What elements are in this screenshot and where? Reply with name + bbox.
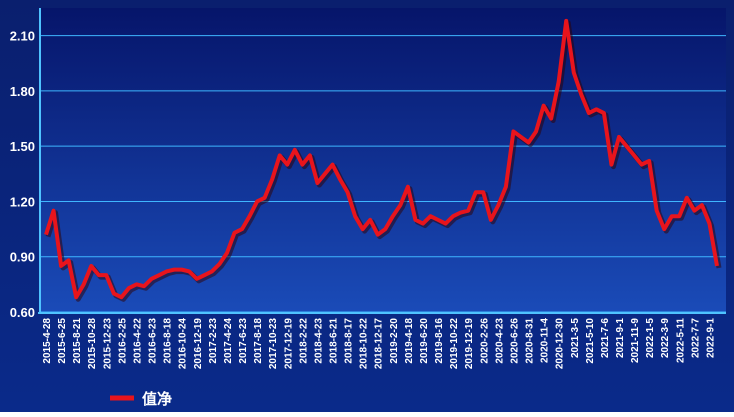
x-tick-label: 2020-4-23 <box>494 318 505 364</box>
x-tick-label: 2022-3-9 <box>660 318 671 358</box>
x-tick-label: 2017-6-23 <box>238 318 249 364</box>
x-tick-label: 2015-6-25 <box>57 318 68 364</box>
x-tick-label: 2015-8-21 <box>72 318 83 364</box>
y-tick-label: 0.60 <box>10 305 35 320</box>
x-tick-label: 2017-8-18 <box>253 318 264 364</box>
x-tick-label: 2016-6-23 <box>148 318 159 364</box>
x-tick-label: 2019-10-22 <box>449 318 460 370</box>
x-tick-label: 2018-4-23 <box>313 318 324 364</box>
x-tick-label: 2021-9-1 <box>615 318 626 358</box>
x-tick-label: 2020-11-4 <box>540 318 551 363</box>
plot-area <box>40 8 726 312</box>
x-tick-label: 2018-12-17 <box>374 318 385 370</box>
x-tick-label: 2018-8-17 <box>344 318 355 364</box>
x-tick-label: 2019-2-20 <box>389 318 400 364</box>
x-tick-label: 2021-3-5 <box>570 318 581 358</box>
x-tick-label: 2017-4-24 <box>223 318 234 364</box>
y-tick-label: 0.90 <box>10 250 35 265</box>
x-tick-label: 2015-4-28 <box>42 318 53 364</box>
x-tick-label: 2018-2-22 <box>298 318 309 364</box>
x-tick-label: 2018-10-22 <box>359 318 370 370</box>
x-tick-label: 2018-6-21 <box>328 318 339 364</box>
x-tick-label: 2015-12-23 <box>102 318 113 370</box>
y-tick-label: 2.10 <box>10 29 35 44</box>
y-tick-label: 1.20 <box>10 194 35 209</box>
x-tick-label: 2016-12-19 <box>193 318 204 370</box>
y-tick-label: 1.50 <box>10 139 35 154</box>
x-tick-label: 2016-10-24 <box>178 318 189 370</box>
x-tick-label: 2021-7-6 <box>600 318 611 358</box>
x-tick-label: 2022-5-11 <box>675 318 686 363</box>
y-tick-label: 1.80 <box>10 84 35 99</box>
line <box>44 18 719 300</box>
x-tick-label: 2019-12-19 <box>464 318 475 370</box>
x-tick-label: 2020-6-26 <box>509 318 520 364</box>
x-tick-label: 2019-8-16 <box>434 318 445 364</box>
x-tick-label: 2020-8-31 <box>525 318 536 364</box>
x-tick-label: 2016-8-18 <box>163 318 174 364</box>
x-tick-label: 2022-7-7 <box>690 318 701 358</box>
x-tick-label: 2020-2-26 <box>479 318 490 364</box>
x-tick-label: 2021-5-10 <box>585 318 596 364</box>
x-tick-label: 2019-4-18 <box>404 318 415 364</box>
x-tick-label: 2019-6-20 <box>419 318 430 364</box>
x-tick-label: 2017-10-23 <box>268 318 279 370</box>
x-tick-label: 2016-4-22 <box>132 318 143 364</box>
x-tick-label: 2016-2-25 <box>117 318 128 364</box>
x-tick-label: 2022-1-5 <box>645 318 656 358</box>
x-tick-label: 2017-12-19 <box>283 318 294 370</box>
x-tick-label: 2022-9-1 <box>705 318 716 358</box>
legend-label: 值净 <box>142 390 172 408</box>
x-tick-label: 2021-11-9 <box>630 318 641 363</box>
x-tick-label: 2015-10-28 <box>87 318 98 370</box>
x-tick-label: 2017-2-23 <box>208 318 219 364</box>
x-tick-label: 2020-12-30 <box>555 318 566 370</box>
